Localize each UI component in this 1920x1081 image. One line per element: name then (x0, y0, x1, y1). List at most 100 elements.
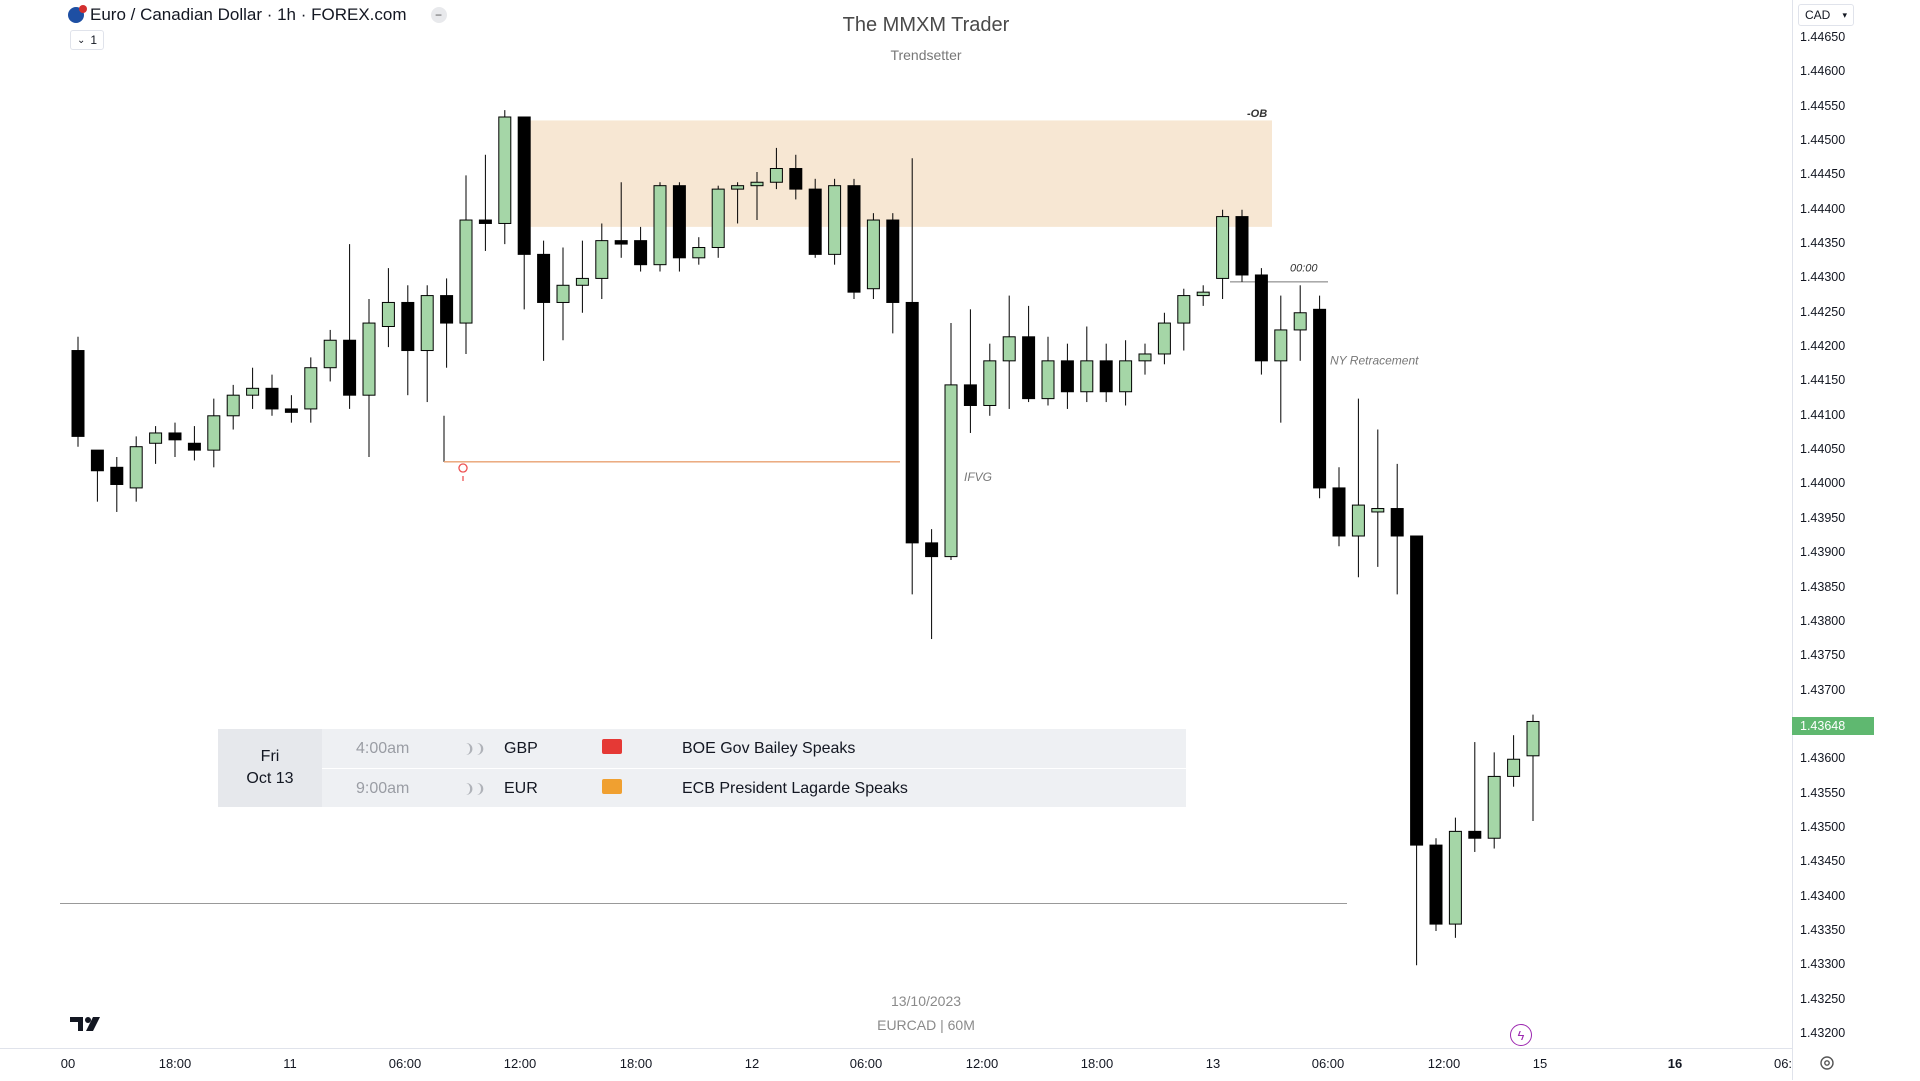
symbol-legend[interactable]: Euro / Canadian Dollar · 1h · FOREX.com … (68, 4, 447, 26)
bullish-candle[interactable] (1196, 291, 1210, 297)
bearish-candle[interactable] (614, 240, 628, 245)
bearish-candle[interactable] (1254, 274, 1268, 362)
price-chart[interactable]: -OB 00:00 NY Retracement IFVG (0, 0, 1792, 1048)
bullish-candle[interactable] (556, 284, 570, 303)
bullish-candle[interactable] (1274, 329, 1288, 362)
price-tick-label: 1.43200 (1800, 1026, 1846, 1040)
bullish-candle[interactable] (304, 367, 318, 410)
bearish-candle[interactable] (187, 442, 201, 451)
bullish-candle[interactable] (498, 116, 512, 224)
bullish-candle[interactable] (362, 322, 376, 396)
bullish-candle[interactable] (575, 277, 589, 286)
symbol-title[interactable]: Euro / Canadian Dollar · 1h · FOREX.com (90, 5, 407, 24)
lightning-icon[interactable]: ϟ (1510, 1024, 1532, 1046)
currency-select[interactable]: CAD ▾ (1798, 4, 1854, 26)
bearish-candle[interactable] (517, 116, 531, 255)
bullish-candle[interactable] (769, 168, 783, 183)
bearish-candle[interactable] (963, 384, 977, 406)
bearish-candle[interactable] (1410, 535, 1424, 846)
bullish-candle[interactable] (711, 188, 725, 249)
bearish-candle[interactable] (925, 542, 939, 558)
bullish-candle[interactable] (1487, 775, 1501, 839)
bullish-candle[interactable] (149, 432, 163, 444)
bullish-candle[interactable] (1177, 295, 1191, 324)
bullish-candle[interactable] (866, 219, 880, 290)
bullish-candle[interactable] (1002, 336, 1016, 362)
bearish-candle[interactable] (265, 387, 279, 410)
bullish-candle[interactable] (129, 446, 143, 489)
bullish-candle[interactable] (1080, 360, 1094, 393)
bullish-candle[interactable] (1507, 758, 1521, 777)
time-tick-label: 12 (744, 1056, 760, 1071)
bullish-candle[interactable] (944, 384, 958, 558)
bullish-candle[interactable] (226, 394, 240, 417)
midnight-label: 00:00 (1290, 263, 1318, 275)
price-tick-label: 1.43450 (1800, 854, 1846, 869)
tradingview-logo[interactable] (70, 1014, 104, 1034)
bullish-candle[interactable] (983, 360, 997, 406)
order-block-zone[interactable] (530, 120, 1272, 227)
bearish-candle[interactable] (905, 301, 919, 544)
bullish-candle[interactable] (595, 240, 609, 279)
event-row[interactable]: 9:00am ❩❩ EUR ECB President Lagarde Spea… (322, 768, 1186, 808)
bullish-candle[interactable] (207, 415, 221, 451)
bullish-candle[interactable] (731, 185, 745, 190)
bullish-candle[interactable] (1119, 360, 1133, 393)
bullish-candle[interactable] (246, 387, 260, 396)
bearish-candle[interactable] (1390, 508, 1404, 537)
bullish-candle[interactable] (692, 247, 706, 259)
bullish-candle[interactable] (1448, 830, 1462, 925)
minus-icon[interactable]: − (430, 7, 447, 23)
bearish-candle[interactable] (284, 408, 298, 413)
time-tick-label: 13 (1205, 1056, 1221, 1071)
bullish-candle[interactable] (1157, 322, 1171, 355)
settings-icon[interactable] (1818, 1054, 1836, 1072)
price-tick-label: 1.43400 (1800, 888, 1846, 903)
bearish-candle[interactable] (847, 185, 861, 293)
bullish-candle[interactable] (381, 301, 395, 327)
alert-pin-icon[interactable] (458, 463, 468, 481)
time-tick-label: 18:00 (1080, 1056, 1114, 1071)
bullish-candle[interactable] (1371, 508, 1385, 513)
bearish-candle[interactable] (401, 301, 415, 352)
bullish-candle[interactable] (1293, 312, 1307, 331)
bullish-candle[interactable] (1216, 216, 1230, 279)
bearish-candle[interactable] (537, 253, 551, 303)
bullish-candle[interactable] (323, 339, 337, 369)
time-tick-label: 16 (1667, 1056, 1683, 1071)
bullish-candle[interactable] (750, 181, 764, 187)
time-axis[interactable] (0, 1048, 1792, 1081)
bearish-candle[interactable] (110, 466, 124, 485)
bullish-candle[interactable] (1138, 353, 1152, 362)
bearish-candle[interactable] (343, 339, 357, 396)
bullish-candle[interactable] (1351, 504, 1365, 537)
bearish-candle[interactable] (1099, 360, 1113, 393)
bearish-candle[interactable] (1060, 360, 1074, 393)
bullish-candle[interactable] (459, 219, 473, 324)
bearish-candle[interactable] (634, 240, 648, 266)
bearish-candle[interactable] (1429, 844, 1443, 925)
bearish-candle[interactable] (1022, 336, 1036, 400)
bearish-candle[interactable] (808, 188, 822, 255)
event-row[interactable]: 4:00am ❩❩ GBP BOE Gov Bailey Speaks (322, 729, 1186, 768)
bearish-candle[interactable] (478, 219, 492, 224)
bullish-candle[interactable] (1041, 360, 1055, 400)
price-axis[interactable] (1792, 0, 1920, 1080)
bearish-candle[interactable] (886, 219, 900, 303)
bullish-candle[interactable] (1526, 720, 1540, 757)
bearish-candle[interactable] (440, 295, 454, 324)
bearish-candle[interactable] (672, 185, 686, 259)
bearish-candle[interactable] (1468, 830, 1482, 839)
bearish-candle[interactable] (168, 432, 182, 441)
bearish-candle[interactable] (1235, 216, 1249, 276)
time-tick-label: 12:00 (1427, 1056, 1461, 1071)
bearish-candle[interactable] (71, 350, 85, 437)
bearish-candle[interactable] (789, 168, 803, 190)
bullish-candle[interactable] (828, 185, 842, 255)
bearish-candle[interactable] (90, 449, 104, 472)
bearish-candle[interactable] (1313, 308, 1327, 489)
indicators-collapse-button[interactable]: ⌄ 1 (70, 30, 105, 50)
bullish-candle[interactable] (653, 185, 667, 266)
bullish-candle[interactable] (420, 295, 434, 352)
bearish-candle[interactable] (1332, 487, 1346, 537)
